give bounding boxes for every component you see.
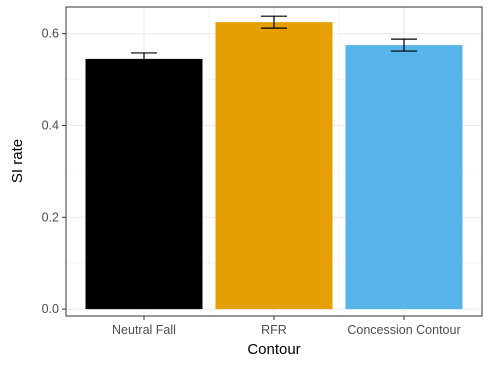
bar	[345, 45, 463, 310]
x-axis-title: Contour	[247, 341, 300, 358]
y-tick-label: 0.0	[42, 302, 59, 316]
x-tick-label: RFR	[261, 323, 287, 337]
y-axis-title: SI rate	[9, 139, 26, 183]
bar	[85, 58, 203, 310]
bars	[85, 22, 463, 310]
bar	[215, 22, 333, 310]
error-bars	[131, 15, 417, 66]
y-tick-label: 0.2	[42, 210, 59, 224]
y-tick-label: 0.4	[42, 118, 59, 132]
x-tick-label: Neutral Fall	[112, 323, 176, 337]
x-tick-label: Concession Contour	[347, 323, 460, 337]
y-tick-label: 0.6	[42, 27, 59, 41]
axes: 0.0 0.2 0.4 0.6 Neutral Fall RFR Concession Co…	[42, 27, 461, 337]
